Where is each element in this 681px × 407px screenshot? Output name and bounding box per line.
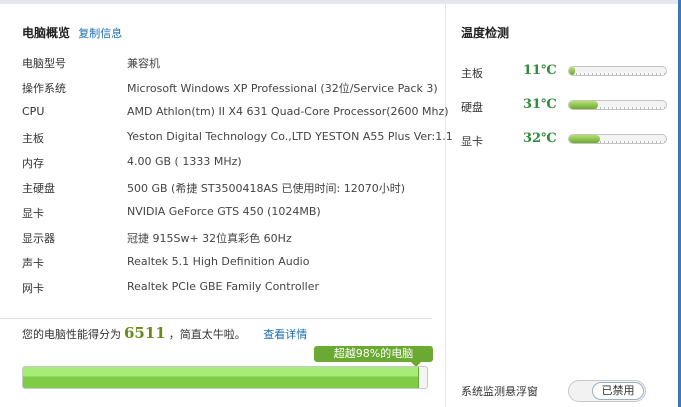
info-row: 声卡 Realtek 5.1 High Definition Audio	[22, 255, 442, 271]
temperature-label: 显卡	[461, 135, 483, 148]
info-row: 操作系统 Microsoft Windows XP Professional (3…	[22, 80, 442, 96]
monitor-toggle[interactable]: 已禁用	[568, 380, 646, 402]
temperature-value: 11℃	[523, 63, 557, 78]
info-row: 网卡 Realtek PCIe GBE Family Controller	[22, 280, 442, 296]
info-label: 声卡	[22, 257, 44, 270]
info-value: AMD Athlon(tm) II X4 631 Quad-Core Proce…	[127, 105, 449, 118]
info-value: Realtek 5.1 High Definition Audio	[127, 255, 310, 268]
info-value: Realtek PCIe GBE Family Controller	[127, 280, 320, 293]
info-row: 主硬盘 500 GB (希捷 ST3500418AS 已使用时间: 12070小时…	[22, 180, 442, 196]
view-details-link[interactable]: 查看详情	[263, 328, 308, 341]
info-value: Microsoft Windows XP Professional (32位/S…	[127, 82, 438, 95]
overview-title: 电脑概览	[22, 26, 71, 40]
copy-info-link[interactable]: 复制信息	[78, 27, 123, 40]
info-label: 网卡	[22, 282, 44, 295]
info-value: 4.00 GB ( 1333 MHz)	[127, 155, 242, 168]
temperature-row: 硬盘 31℃	[461, 97, 671, 115]
thermometer-level	[569, 101, 599, 109]
overview-section: 电脑概览 复制信息	[22, 24, 122, 41]
toggle-state: 已禁用	[592, 382, 644, 400]
info-label: 显示器	[22, 232, 55, 245]
thermometer-gauge	[568, 134, 667, 144]
score-prefix: 您的电脑性能得分为	[22, 328, 121, 341]
info-row: CPU AMD Athlon(tm) II X4 631 Quad-Core Pr…	[22, 105, 449, 121]
temperature-title: 温度检测	[461, 26, 510, 40]
info-value: Yeston Digital Technology Co.,LTD YESTON…	[127, 130, 453, 143]
info-label: 主硬盘	[22, 182, 55, 195]
thermometer-level	[569, 67, 575, 75]
temperature-row: 主板 11℃	[461, 63, 671, 81]
temperature-label: 硬盘	[461, 101, 483, 114]
info-row: 电脑型号 兼容机	[22, 55, 442, 71]
temperature-value: 32℃	[523, 131, 557, 146]
info-value: NVIDIA GeForce GTS 450 (1024MB)	[127, 205, 321, 218]
score-suffix: ，简直太牛啦。	[168, 328, 246, 341]
score-value: 6511	[124, 324, 166, 342]
top-border	[0, 0, 681, 4]
thermometer-gauge	[568, 66, 667, 76]
info-row: 主板 Yeston Digital Technology Co.,LTD YEST…	[22, 130, 453, 146]
temperature-row: 显卡 32℃	[461, 131, 671, 149]
info-row: 显示器 冠捷 915Sw+ 32位真彩色 60Hz	[22, 230, 442, 246]
info-label: 主板	[22, 132, 44, 145]
temperature-label: 主板	[461, 67, 483, 80]
window-edge	[678, 0, 681, 407]
info-row: 显卡 NVIDIA GeForce GTS 450 (1024MB)	[22, 205, 442, 221]
thermometer-level	[569, 135, 601, 143]
info-label: 操作系统	[22, 82, 66, 95]
info-value: 兼容机	[127, 57, 160, 70]
info-label: CPU	[22, 105, 45, 118]
separator	[0, 318, 432, 319]
score-progress-fill	[23, 367, 419, 388]
info-label: 内存	[22, 157, 44, 170]
score-line: 您的电脑性能得分为 6511 ，简直太牛啦。 查看详情	[22, 324, 307, 342]
score-progress-bar	[22, 366, 428, 389]
monitor-label: 系统监测悬浮窗	[461, 385, 538, 398]
info-label: 显卡	[22, 207, 44, 220]
info-label: 电脑型号	[22, 57, 66, 70]
thermometer-gauge	[568, 100, 667, 110]
rank-tooltip: 超越98%的电脑	[314, 346, 433, 367]
info-value: 500 GB (希捷 ST3500418AS 已使用时间: 12070小时)	[127, 182, 406, 195]
temperature-value: 31℃	[523, 97, 557, 112]
info-value: 冠捷 915Sw+ 32位真彩色 60Hz	[127, 232, 292, 245]
info-row: 内存 4.00 GB ( 1333 MHz)	[22, 155, 442, 171]
panel-divider	[445, 4, 446, 407]
